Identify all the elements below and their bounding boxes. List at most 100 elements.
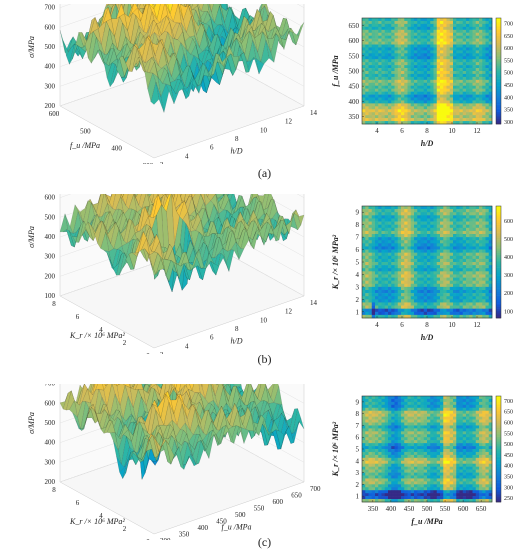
z-tick-label: 600: [45, 399, 56, 407]
x-tick-label: 0: [146, 538, 150, 540]
z-axis-label: σ/MPa: [27, 412, 36, 434]
x-tick-label: 4: [99, 326, 103, 334]
figure-row-b: 100200300400500600700σ/MPa86420K_r /× 10…: [0, 190, 529, 378]
colorbar-tick-label: 100: [504, 309, 513, 315]
y-tick-label: 350: [349, 113, 360, 121]
z-tick-label: 400: [45, 439, 56, 447]
x-tick-label: 500: [80, 127, 91, 135]
colorbar-tick-label: 550: [504, 431, 513, 437]
y-tick-label: 10: [260, 126, 268, 134]
x-tick-label: 10: [449, 321, 457, 329]
heatmap-a: 4 6 8 10 12 h/D 350 400 450 500 550 600 650 f_u /MPa 3…: [331, 17, 522, 148]
y-tick-label: 3: [356, 283, 360, 291]
z-tick-label: 600: [45, 194, 56, 202]
y-tick-label: 4: [185, 152, 189, 160]
x-tick-label: 6: [400, 127, 404, 135]
z-tick-label: 700: [45, 384, 56, 388]
y-tick-label: 2: [356, 296, 360, 304]
colorbar: [495, 17, 502, 125]
caption-b: (b): [257, 352, 272, 366]
z-tick-label: 600: [45, 23, 56, 31]
colorbar-tick-label: 600: [504, 420, 513, 426]
colorbar-label: σ/MPa: [521, 252, 522, 272]
y-tick-label: 650: [291, 492, 302, 500]
y-tick-label: 700: [310, 485, 321, 493]
colorbar-tick-label: 250: [504, 496, 513, 502]
y-tick-label: 350: [179, 531, 190, 539]
y-tick-label: 10: [260, 316, 268, 324]
colorbar-tick-label: 450: [504, 453, 513, 459]
x-tick-label: 0: [146, 352, 150, 354]
y-tick-label: 7: [356, 422, 360, 430]
z-tick-label: 300: [45, 253, 56, 261]
colorbar-tick-label: 650: [504, 410, 513, 416]
figure-row-c: 200300400500600700800σ/MPa86420K_r /× 10…: [0, 380, 529, 550]
colorbar-tick-label: 400: [504, 464, 513, 470]
surface-mesh: [59, 4, 305, 113]
figure-row-a: 200300400500600700800σ/MPa600500400300f_…: [0, 0, 529, 188]
colorbar-tick-label: 700: [504, 399, 513, 405]
x-tick-label: 2: [123, 525, 127, 533]
y-tick-label: 400: [198, 524, 209, 532]
colorbar-tick-label: 350: [504, 475, 513, 481]
x-axis-label: f_u /MPa: [70, 141, 100, 150]
z-tick-label: 100: [45, 292, 56, 300]
colorbar-tick-label: 500: [504, 237, 513, 243]
y-tick-label: 6: [356, 246, 360, 254]
y-tick-label: 450: [216, 518, 227, 526]
y-tick-label: 5: [356, 446, 360, 454]
y-tick-label: 4: [356, 457, 360, 465]
y-tick-label: 8: [235, 325, 239, 333]
z-tick-label: 300: [45, 82, 56, 90]
x-tick-label: 4: [375, 127, 379, 135]
y-tick-label: 3: [356, 469, 360, 477]
x-tick-label: 600: [458, 505, 469, 513]
colorbar-tick-label: 700: [504, 21, 513, 27]
x-axis-label: K_r /× 10⁶ MPa²: [69, 331, 125, 340]
colorbar-tick-label: 400: [504, 95, 513, 101]
y-tick-label: 6: [210, 334, 214, 342]
colorbar-tick-label: 300: [504, 120, 513, 126]
colorbar-tick-label: 450: [504, 83, 513, 89]
y-tick-label: 12: [285, 308, 293, 316]
y-axis-label: f_u /MPa: [222, 522, 252, 531]
z-tick-label: 300: [45, 458, 56, 466]
heatmap-cells: [362, 396, 493, 503]
colorbar-tick-label: 350: [504, 108, 513, 114]
y-tick-label: 4: [356, 271, 360, 279]
colorbar: [495, 395, 502, 503]
z-tick-label: 500: [45, 419, 56, 427]
x-axis-label: h/D: [421, 333, 434, 342]
heatmap-cells: [362, 206, 493, 319]
x-tick-label: 8: [425, 127, 429, 135]
surface-plot-a: 200300400500600700800σ/MPa600500400300f_…: [27, 4, 318, 164]
colorbar-tick-label: 550: [504, 58, 513, 64]
colorbar-tick-label: 600: [504, 219, 513, 225]
y-tick-label: 5: [356, 259, 360, 267]
surface-plot-c: 200300400500600700800σ/MPa86420K_r /× 10…: [27, 384, 321, 540]
x-tick-label: 500: [422, 505, 433, 513]
x-tick-label: 450: [404, 505, 415, 513]
colorbar: [495, 205, 502, 319]
colorbar-tick-label: 650: [504, 34, 513, 40]
z-tick-label: 700: [45, 4, 56, 12]
heatmap-c: 350 400 450 500 550 600 650 f_u /MPa 1 2 3 4 5 6 7 8 9 K_…: [331, 395, 522, 526]
y-tick-label: 550: [254, 505, 265, 513]
x-tick-label: 10: [449, 127, 457, 135]
x-tick-label: 350: [368, 505, 379, 513]
y-axis-label: f_u /MPa: [331, 55, 340, 86]
y-tick-label: 8: [356, 221, 360, 229]
caption-a: (a): [257, 166, 272, 180]
colorbar-tick-label: 400: [504, 255, 513, 261]
colorbar-tick-label: 600: [504, 46, 513, 52]
x-axis-label: h/D: [421, 139, 434, 148]
colorbar-label: σ/MPa: [521, 439, 522, 459]
heatmap-cells: [362, 18, 493, 125]
z-axis-label: σ/MPa: [27, 226, 36, 248]
colorbar-tick-label: 200: [504, 291, 513, 297]
x-tick-label: 12: [474, 127, 482, 135]
x-tick-label: 650: [476, 505, 487, 513]
y-tick-label: 600: [349, 37, 360, 45]
y-tick-label: 2: [356, 481, 360, 489]
